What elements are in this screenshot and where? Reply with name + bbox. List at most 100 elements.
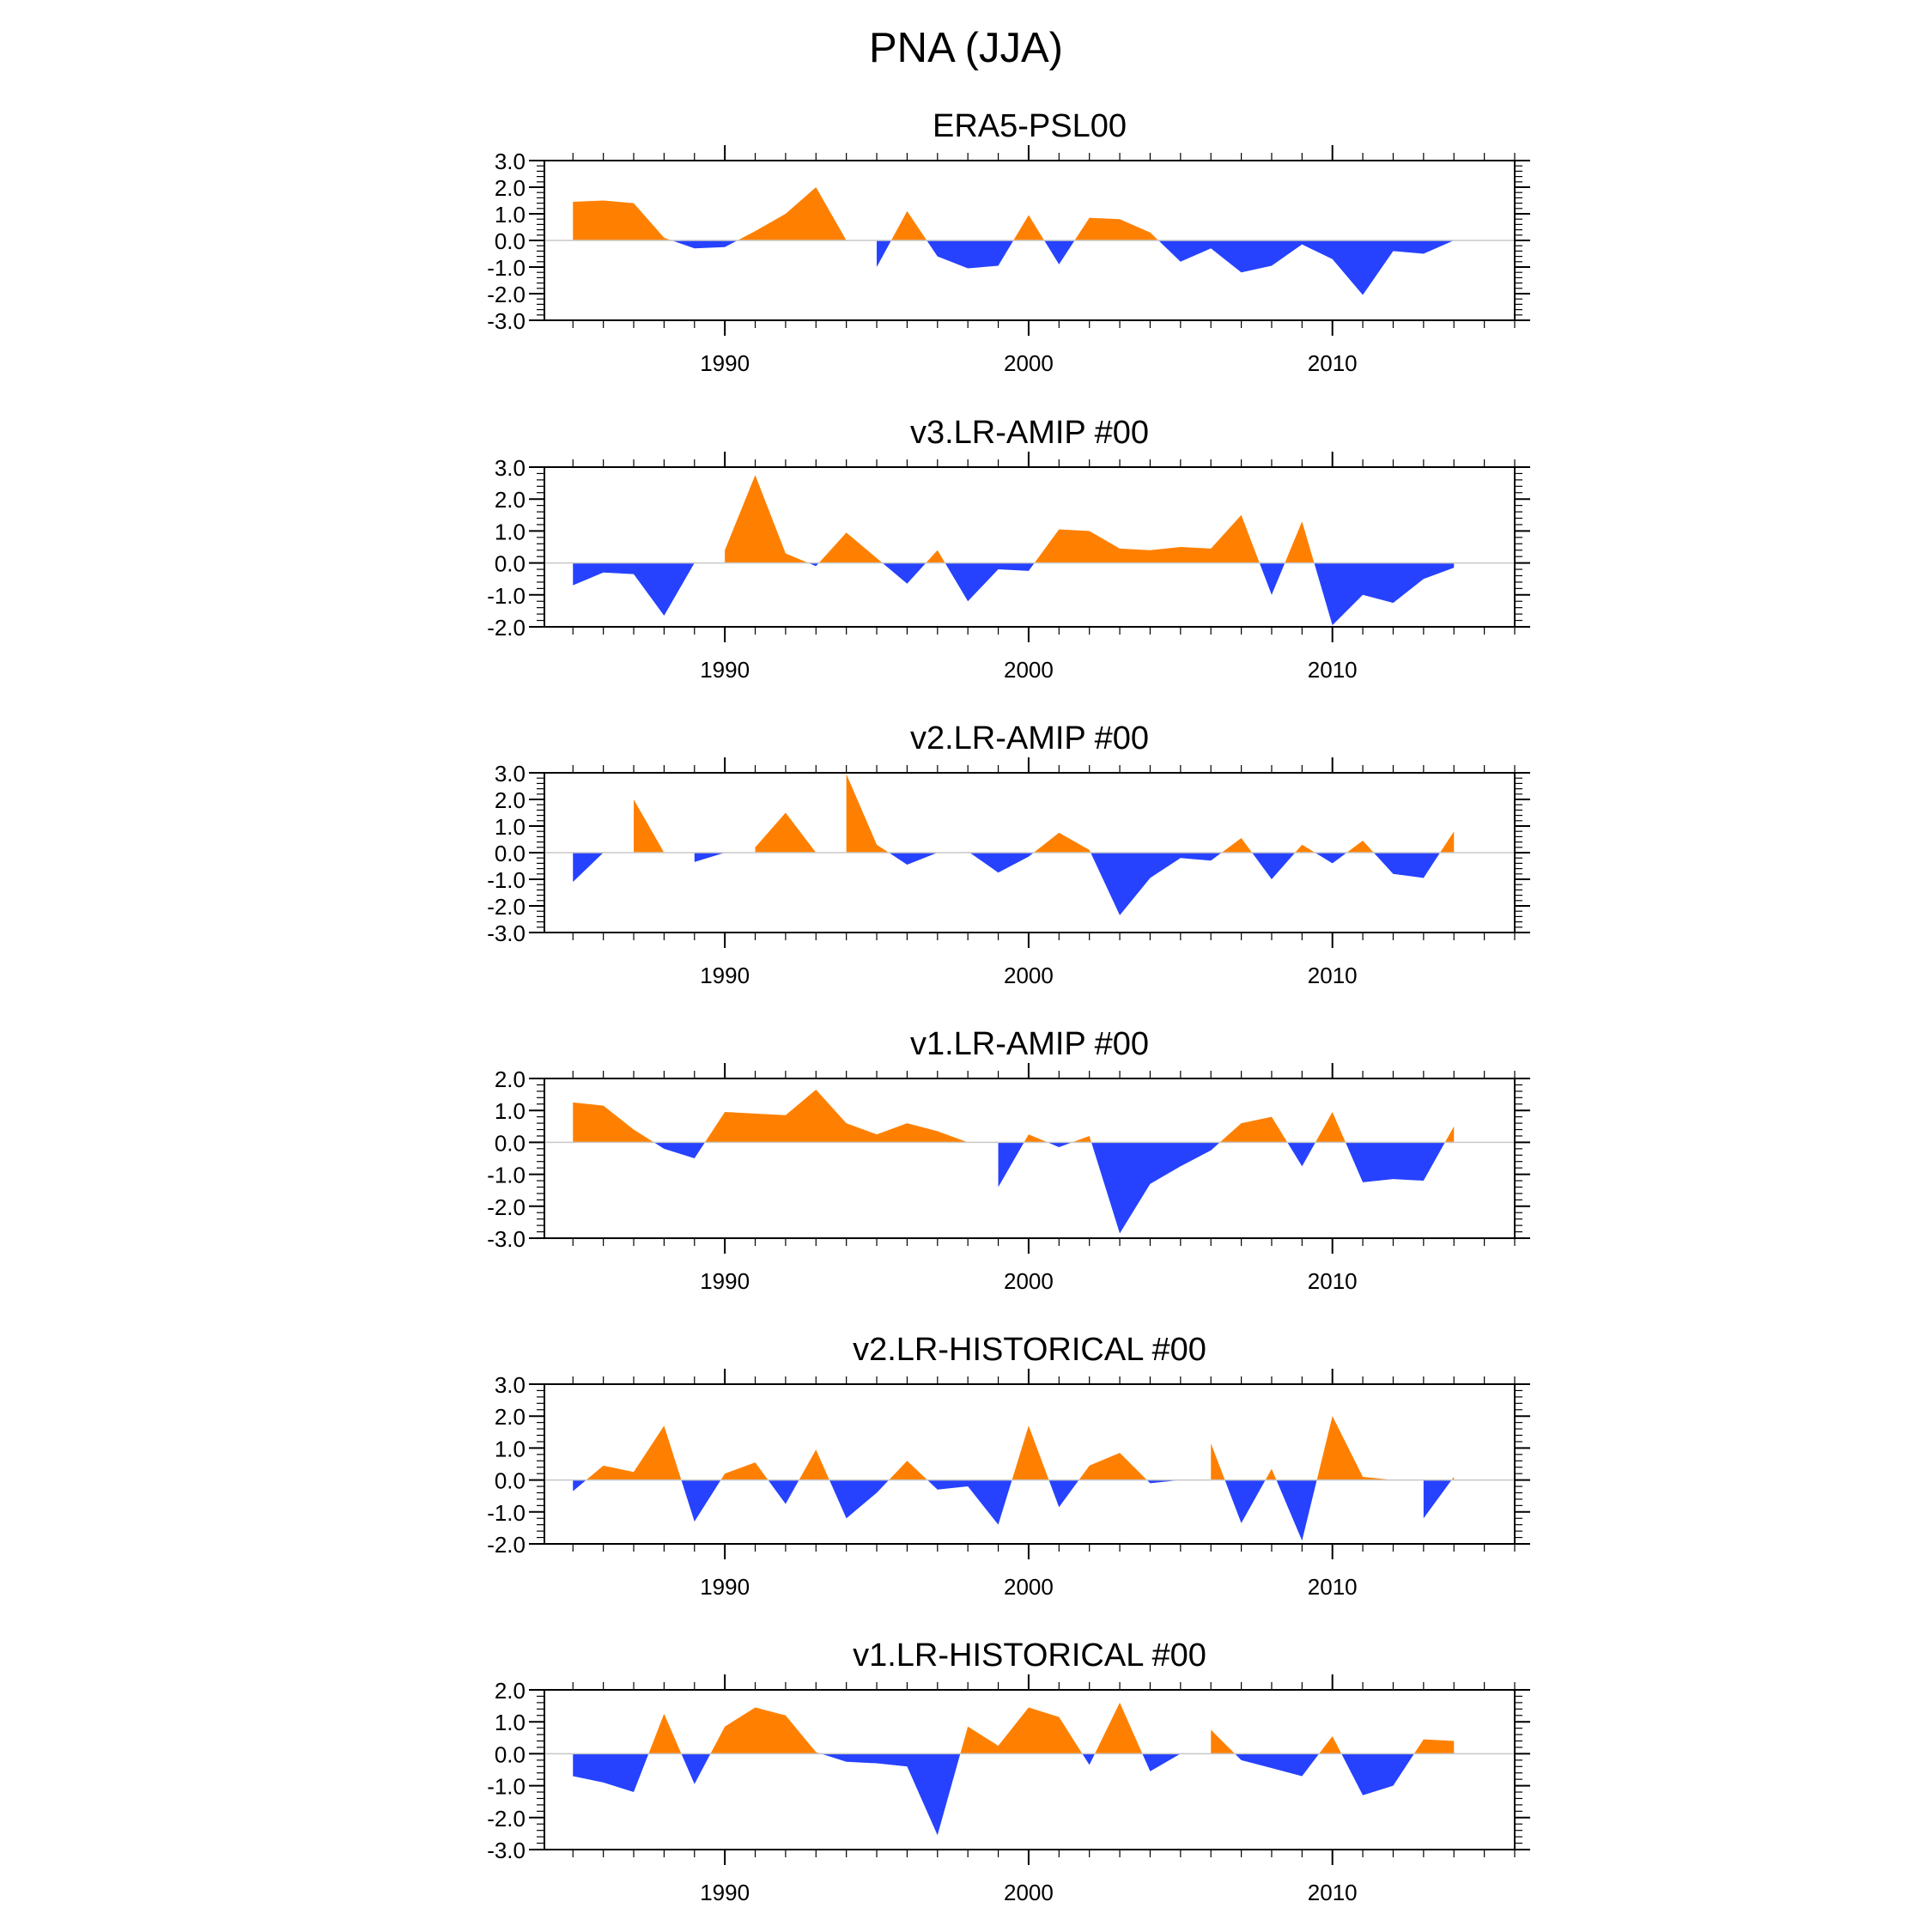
positive-area: [1413, 1739, 1455, 1754]
positive-area: [1346, 841, 1374, 853]
positive-area: [1315, 1112, 1346, 1143]
negative-area: [1252, 853, 1296, 879]
figure-title: PNA (JJA): [869, 25, 1063, 71]
negative-area: [945, 562, 1035, 602]
positive-area: [1285, 521, 1315, 563]
negative-area: [889, 853, 938, 865]
y-tick-label: -1.0: [487, 1163, 526, 1188]
negative-area: [808, 562, 819, 567]
chart-panel: v1.LR-HISTORICAL #00 2.0 1.0 0.0 -1.0 -2.0 -3.…: [487, 1637, 1530, 1905]
y-tick-label: 1.0: [495, 202, 526, 228]
x-tick-label: 2000: [1004, 963, 1054, 988]
y-tick-label: 0.0: [495, 228, 526, 254]
positive-area: [926, 550, 945, 563]
positive-area: [799, 1449, 829, 1480]
negative-area: [829, 1479, 890, 1519]
y-tick-label: -2.0: [487, 894, 526, 920]
y-tick-label: 3.0: [495, 1372, 526, 1398]
panel-title: v2.LR-HISTORICAL #00: [853, 1332, 1206, 1368]
x-tick-label: 2010: [1308, 1880, 1358, 1905]
x-tick-label: 2010: [1308, 963, 1358, 988]
y-tick-label: 2.0: [495, 787, 526, 813]
x-tick-label: 2010: [1308, 350, 1358, 376]
y-tick-label: -2.0: [487, 615, 526, 641]
positive-area: [1095, 1702, 1143, 1754]
y-tick-label: -2.0: [487, 1194, 526, 1220]
negative-area: [1048, 1142, 1072, 1147]
x-tick-label: 1990: [700, 1574, 750, 1600]
positive-area: [1074, 217, 1159, 240]
y-tick-label: 1.0: [495, 814, 526, 840]
positive-area: [890, 210, 927, 240]
panel-title: v1.LR-AMIP #00: [910, 1026, 1149, 1062]
x-tick-label: 2000: [1004, 1574, 1054, 1600]
negative-area: [1315, 853, 1347, 864]
negative-area: [1142, 1753, 1181, 1771]
negative-area: [1287, 1142, 1315, 1167]
positive-area: [1295, 844, 1315, 853]
chart-panel: v1.LR-AMIP #00 2.0 1.0 0.0 -1.0 -2.0 -3.0 1990 2…: [487, 1026, 1530, 1294]
positive-area: [1265, 1468, 1277, 1480]
y-tick-label: 1.0: [495, 1098, 526, 1124]
positive-area: [634, 799, 665, 853]
y-tick-label: 3.0: [495, 761, 526, 787]
y-tick-label: -2.0: [487, 1806, 526, 1832]
panel-title: ERA5-PSL00: [933, 108, 1127, 144]
positive-area: [846, 774, 890, 853]
negative-area: [1224, 1479, 1266, 1523]
negative-area: [573, 562, 695, 616]
negative-area: [653, 1142, 705, 1158]
y-tick-label: -1.0: [487, 1500, 526, 1526]
positive-area: [1444, 1126, 1455, 1143]
negative-area: [1082, 1753, 1096, 1765]
positive-area: [1012, 1425, 1049, 1480]
y-tick-label: 1.0: [495, 1436, 526, 1461]
negative-area: [1146, 1479, 1181, 1484]
positive-area: [960, 1707, 1083, 1754]
negative-area: [1259, 562, 1285, 595]
y-tick-label: -1.0: [487, 583, 526, 609]
y-tick-label: 2.0: [495, 487, 526, 513]
negative-area: [1276, 1479, 1317, 1541]
plot-frame: [544, 1689, 1516, 1850]
x-tick-label: 1990: [700, 963, 750, 988]
chart-panel: v2.LR-AMIP #00 3.02.01.00.0-1.0-2.0-3.0 19…: [487, 720, 1530, 988]
y-tick-label: 1.0: [495, 1710, 526, 1735]
negative-area: [573, 853, 604, 883]
y-tick-label: 3.0: [495, 455, 526, 481]
x-tick-label: 2010: [1308, 1268, 1358, 1294]
positive-area: [1451, 1476, 1455, 1480]
positive-area: [1034, 514, 1260, 563]
positive-area: [1440, 831, 1455, 853]
negative-area: [1373, 853, 1441, 878]
y-tick-label: -1.0: [487, 867, 526, 893]
positive-area: [1033, 832, 1091, 853]
positive-area: [1316, 1416, 1394, 1480]
plot-frame: [544, 1383, 1516, 1545]
negative-area: [1235, 1753, 1320, 1777]
positive-area: [1211, 1443, 1225, 1480]
negative-area: [998, 1142, 1024, 1188]
y-tick-label: 2.0: [495, 1066, 526, 1092]
negative-area: [1341, 1753, 1414, 1795]
y-tick-label: 0.0: [495, 1130, 526, 1156]
positive-area: [720, 1462, 769, 1480]
positive-area: [818, 532, 883, 563]
positive-area: [725, 475, 809, 563]
y-tick-label: 0.0: [495, 1741, 526, 1767]
plot-frame: [544, 466, 1516, 628]
negative-area: [1158, 240, 1455, 295]
positive-area: [573, 1102, 654, 1143]
positive-area: [1024, 1134, 1048, 1143]
negative-area: [1423, 1479, 1452, 1519]
negative-area: [768, 1479, 799, 1504]
y-tick-label: 0.0: [495, 551, 526, 577]
y-tick-label: -3.0: [487, 308, 526, 334]
chart-panel: ERA5-PSL00 3.02.01.00.0-1.0-2.0-3.0 1990 20…: [487, 108, 1530, 376]
negative-area: [1314, 562, 1455, 626]
x-tick-label: 2000: [1004, 350, 1054, 376]
y-tick-label: -1.0: [487, 255, 526, 281]
x-tick-label: 2000: [1004, 1880, 1054, 1905]
negative-area: [927, 240, 1014, 269]
